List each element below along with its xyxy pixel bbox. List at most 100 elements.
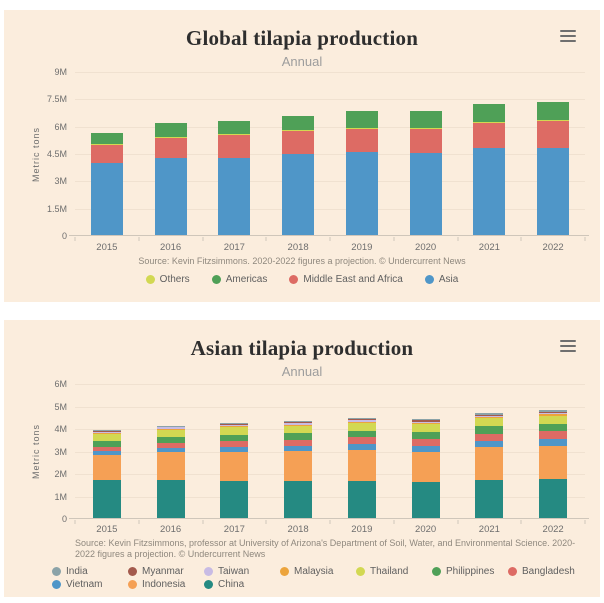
bar-segment-thailand[interactable] — [284, 425, 313, 434]
bar-segment-malaysia[interactable] — [284, 424, 313, 426]
bar-segment-vietnam[interactable] — [475, 440, 504, 447]
bar-segment-malaysia[interactable] — [411, 422, 440, 424]
legend-item-indonesia[interactable]: Indonesia — [128, 579, 204, 590]
bar-segment-bangladesh[interactable] — [220, 440, 249, 447]
bar-segment-philippines[interactable] — [475, 426, 504, 434]
bar-segment-indonesia[interactable] — [220, 451, 249, 481]
bar-segment-others[interactable] — [473, 122, 506, 124]
bar-segment-india[interactable] — [475, 412, 504, 415]
legend-item-americas[interactable]: Americas — [211, 274, 267, 285]
bar-segment-indonesia[interactable] — [347, 449, 376, 481]
stacked-bar-2018[interactable] — [282, 115, 315, 236]
legend-item-middle-east-and-africa[interactable]: Middle East and Africa — [289, 274, 403, 285]
bar-segment-myanmar[interactable] — [220, 423, 249, 425]
bar-segment-asia[interactable] — [90, 163, 123, 236]
bar-segment-philippines[interactable] — [92, 440, 121, 447]
stacked-bar-2017[interactable] — [218, 121, 251, 236]
bar-segment-others[interactable] — [537, 120, 570, 122]
bar-segment-bangladesh[interactable] — [411, 438, 440, 446]
bar-segment-philippines[interactable] — [284, 433, 313, 440]
bar-segment-middle-east-and-africa[interactable] — [473, 123, 506, 148]
bar-segment-vietnam[interactable] — [156, 447, 185, 453]
bar-segment-malaysia[interactable] — [220, 426, 249, 428]
bar-segment-india[interactable] — [156, 425, 185, 427]
bar-segment-china[interactable] — [220, 480, 249, 519]
bar-segment-myanmar[interactable] — [539, 412, 568, 414]
bar-segment-vietnam[interactable] — [539, 439, 568, 446]
bar-segment-vietnam[interactable] — [347, 444, 376, 450]
stacked-bar-2019[interactable] — [345, 111, 378, 236]
bar-segment-taiwan[interactable] — [92, 431, 121, 434]
bar-segment-malaysia[interactable] — [156, 428, 185, 430]
bar-segment-asia[interactable] — [473, 147, 506, 236]
bar-segment-thailand[interactable] — [156, 429, 185, 437]
bar-segment-china[interactable] — [475, 479, 504, 519]
bar-segment-bangladesh[interactable] — [156, 442, 185, 448]
bar-segment-philippines[interactable] — [156, 436, 185, 443]
bar-segment-middle-east-and-africa[interactable] — [90, 144, 123, 164]
bar-segment-taiwan[interactable] — [284, 423, 313, 425]
stacked-bar-2015[interactable] — [92, 430, 121, 519]
bar-segment-middle-east-and-africa[interactable] — [409, 128, 442, 154]
bar-segment-taiwan[interactable] — [539, 413, 568, 415]
bar-segment-myanmar[interactable] — [347, 419, 376, 421]
bar-segment-others[interactable] — [90, 144, 123, 145]
bar-segment-china[interactable] — [411, 481, 440, 519]
stacked-bar-2022[interactable] — [537, 102, 570, 236]
bar-segment-philippines[interactable] — [220, 434, 249, 441]
bar-segment-asia[interactable] — [537, 147, 570, 236]
bar-segment-asia[interactable] — [345, 152, 378, 236]
bar-segment-americas[interactable] — [345, 111, 378, 128]
bar-segment-middle-east-and-africa[interactable] — [537, 121, 570, 148]
bar-segment-vietnam[interactable] — [92, 451, 121, 456]
bar-segment-bangladesh[interactable] — [92, 446, 121, 452]
bar-segment-indonesia[interactable] — [284, 450, 313, 482]
bar-segment-china[interactable] — [156, 479, 185, 519]
bar-segment-asia[interactable] — [409, 153, 442, 236]
bar-segment-americas[interactable] — [154, 123, 187, 137]
stacked-bar-2021[interactable] — [475, 412, 504, 519]
bar-segment-americas[interactable] — [537, 102, 570, 121]
stacked-bar-2020[interactable] — [411, 418, 440, 519]
bar-segment-india[interactable] — [284, 420, 313, 423]
stacked-bar-2022[interactable] — [539, 409, 568, 519]
bar-segment-india[interactable] — [92, 430, 121, 432]
stacked-bar-2016[interactable] — [156, 425, 185, 519]
bar-segment-asia[interactable] — [282, 154, 315, 236]
bar-segment-indonesia[interactable] — [92, 455, 121, 481]
bar-segment-india[interactable] — [220, 422, 249, 424]
bar-segment-thailand[interactable] — [411, 423, 440, 432]
bar-segment-myanmar[interactable] — [475, 414, 504, 416]
bar-segment-taiwan[interactable] — [475, 415, 504, 417]
bar-segment-bangladesh[interactable] — [475, 433, 504, 441]
bar-segment-taiwan[interactable] — [347, 420, 376, 422]
bar-segment-india[interactable] — [347, 417, 376, 420]
legend-item-asia[interactable]: Asia — [424, 274, 458, 285]
bar-segment-philippines[interactable] — [347, 430, 376, 438]
bar-segment-americas[interactable] — [282, 115, 315, 131]
stacked-bar-2018[interactable] — [284, 420, 313, 519]
bar-segment-americas[interactable] — [218, 121, 251, 134]
stacked-bar-2015[interactable] — [90, 133, 123, 236]
bar-segment-china[interactable] — [539, 478, 568, 519]
bar-segment-philippines[interactable] — [411, 431, 440, 439]
stacked-bar-2021[interactable] — [473, 103, 506, 236]
bar-segment-indonesia[interactable] — [156, 452, 185, 480]
bar-segment-china[interactable] — [347, 480, 376, 519]
legend-item-myanmar[interactable]: Myanmar — [128, 566, 204, 577]
bar-segment-thailand[interactable] — [475, 418, 504, 427]
bar-segment-bangladesh[interactable] — [347, 437, 376, 445]
bar-segment-asia[interactable] — [154, 157, 187, 236]
bar-segment-bangladesh[interactable] — [539, 431, 568, 440]
bar-segment-philippines[interactable] — [539, 424, 568, 432]
legend-item-vietnam[interactable]: Vietnam — [52, 579, 128, 590]
stacked-bar-2019[interactable] — [347, 417, 376, 519]
bar-segment-others[interactable] — [282, 130, 315, 132]
bar-segment-malaysia[interactable] — [92, 433, 121, 434]
bar-segment-thailand[interactable] — [220, 427, 249, 435]
bar-segment-malaysia[interactable] — [347, 421, 376, 423]
bar-segment-myanmar[interactable] — [284, 422, 313, 424]
bar-segment-indonesia[interactable] — [539, 445, 568, 479]
bar-segment-taiwan[interactable] — [156, 427, 185, 429]
bar-segment-china[interactable] — [92, 480, 121, 519]
